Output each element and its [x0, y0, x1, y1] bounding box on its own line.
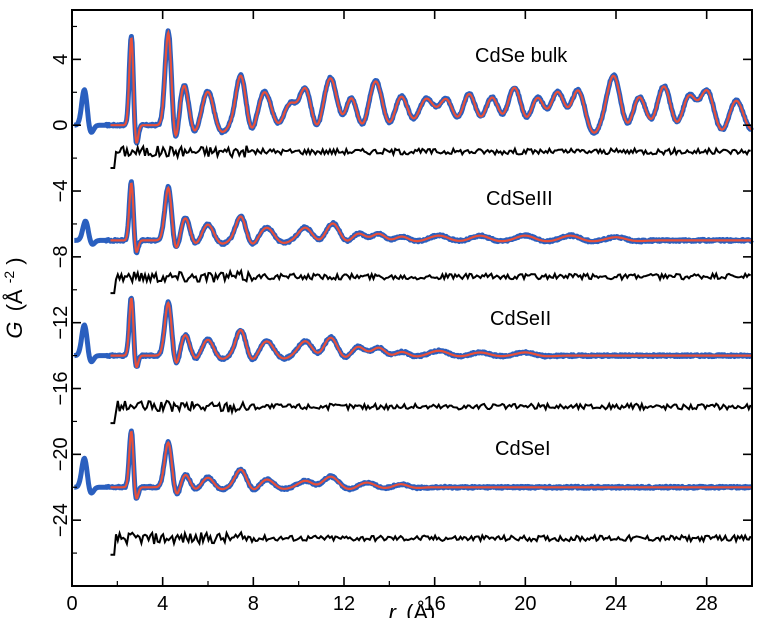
y-tick-label: 4 — [50, 54, 72, 65]
y-axis-symbol: G — [2, 322, 27, 339]
x-tick-label: 24 — [605, 593, 627, 615]
x-axis-symbol: r — [389, 600, 398, 618]
y-tick-label: −20 — [50, 437, 72, 471]
y-tick-label: −4 — [50, 180, 72, 203]
panel-label: CdSeII — [490, 308, 551, 330]
calculated-series-line — [110, 297, 752, 369]
x-tick-label: 20 — [514, 593, 536, 615]
x-tick-label: 8 — [248, 593, 259, 615]
panel-label: CdSe bulk — [475, 45, 568, 67]
observed-series-line — [72, 179, 754, 256]
calculated-series-line — [110, 29, 753, 144]
observed-series-line — [72, 28, 754, 146]
x-tick-label: 4 — [157, 593, 168, 615]
difference-series-line — [110, 143, 751, 169]
x-axis-unit: (Å) — [406, 600, 435, 618]
y-tick-label: −12 — [50, 306, 72, 340]
x-tick-label: 12 — [333, 593, 355, 615]
plot-frame — [71, 9, 753, 587]
x-axis-title: r (Å) — [389, 600, 436, 618]
y-axis-unit: (Å — [2, 289, 27, 311]
y-axis-unit-close: ) — [2, 257, 27, 264]
panel-labels: CdSe bulk CdSeIII CdSeII CdSeI — [475, 45, 568, 460]
axis-ticks: 0 4 8 12 16 20 24 28 4 0 −4 −8 −12 −16 −20 −24 — [50, 10, 752, 615]
y-axis-title: G (Å -2 ) — [0, 257, 27, 338]
panel-label: CdSeIII — [486, 188, 553, 210]
difference-series-line — [110, 268, 752, 295]
y-tick-label: −8 — [50, 245, 72, 268]
calculated-series-line — [110, 182, 752, 253]
y-tick-label: −16 — [50, 372, 72, 406]
panel-label: CdSeI — [495, 438, 551, 460]
y-tick-label: 0 — [50, 120, 72, 131]
series-layer — [72, 28, 754, 556]
x-tick-label: 28 — [696, 593, 718, 615]
difference-series-line — [110, 529, 752, 556]
y-tick-label: −24 — [50, 503, 72, 537]
y-axis-unit-exponent: -2 — [1, 271, 17, 284]
x-tick-label: 0 — [66, 593, 77, 615]
calculated-series-line — [110, 430, 752, 500]
x-tick-label: 16 — [424, 593, 446, 615]
difference-series-line — [110, 399, 752, 425]
